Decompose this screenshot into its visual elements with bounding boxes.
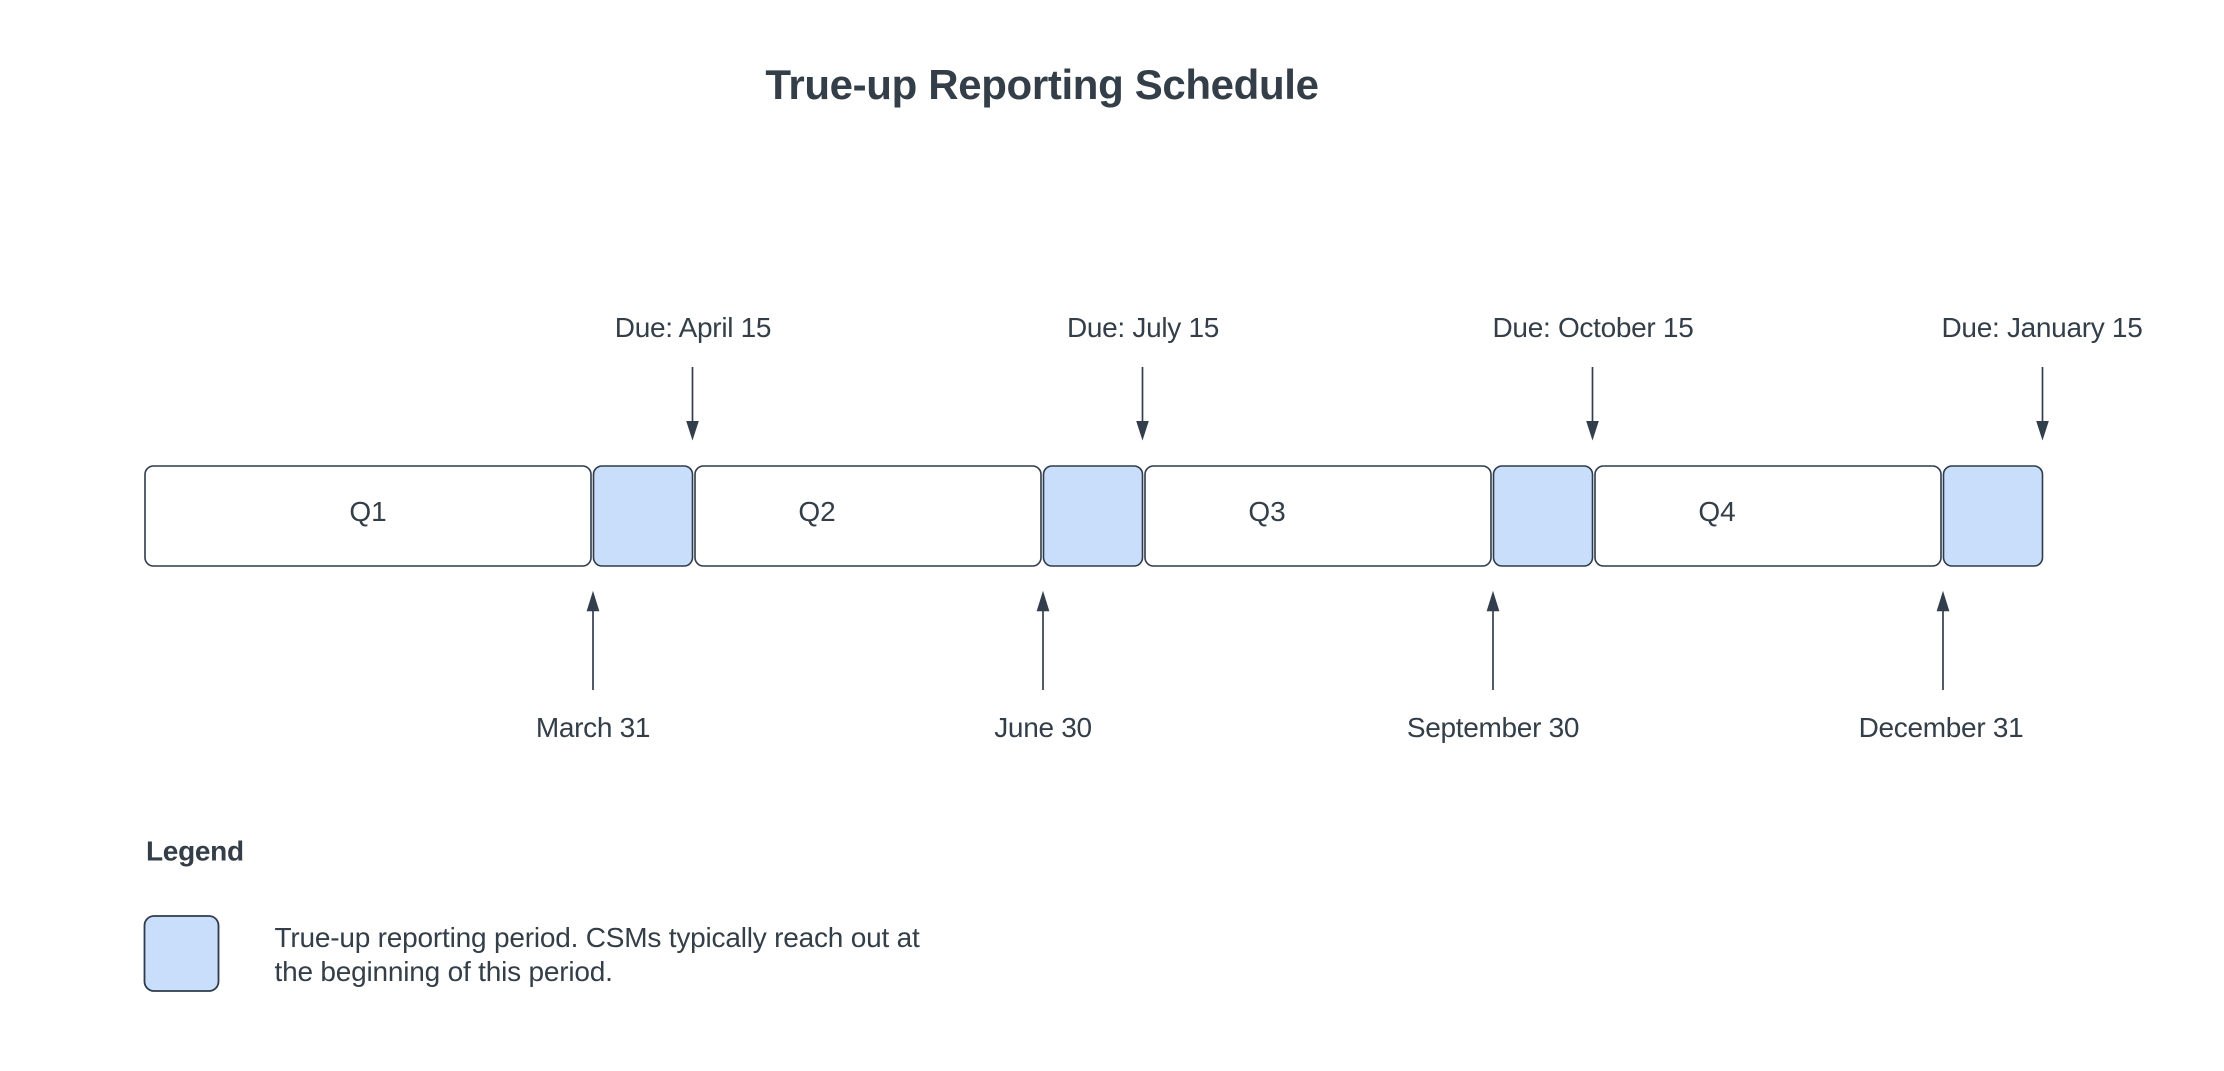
svg-text:Legend: Legend [146, 836, 244, 867]
svg-text:June 30: June 30 [994, 712, 1092, 743]
svg-text:Due: July 15: Due: July 15 [1067, 312, 1219, 343]
svg-text:True-up Reporting Schedule: True-up Reporting Schedule [765, 61, 1318, 108]
svg-text:Q4: Q4 [1698, 496, 1735, 527]
svg-text:Due: October 15: Due: October 15 [1493, 312, 1694, 343]
svg-text:True-up reporting period. CSMs: True-up reporting period. CSMs typically… [275, 922, 921, 953]
svg-text:Q3: Q3 [1248, 496, 1285, 527]
svg-text:December 31: December 31 [1859, 712, 2024, 743]
svg-text:September 30: September 30 [1407, 712, 1579, 743]
svg-text:March 31: March 31 [536, 712, 650, 743]
svg-text:Q2: Q2 [798, 496, 835, 527]
svg-text:the beginning of this period.: the beginning of this period. [275, 956, 613, 987]
svg-text:Due: April 15: Due: April 15 [615, 312, 771, 343]
svg-text:Due: January 15: Due: January 15 [1942, 312, 2143, 343]
svg-text:Q1: Q1 [349, 496, 386, 527]
